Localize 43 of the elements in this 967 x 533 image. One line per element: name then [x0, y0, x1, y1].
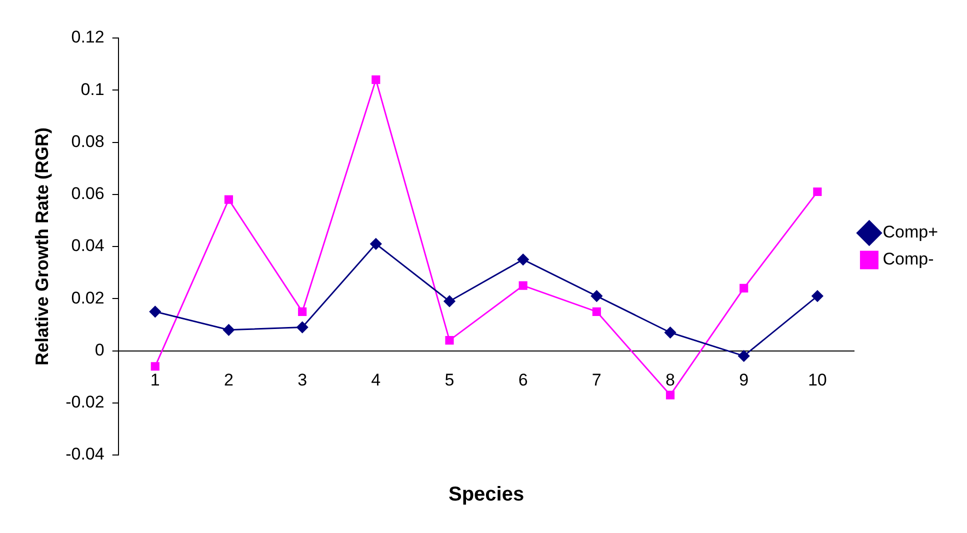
y-tick-label: -0.04	[66, 444, 104, 464]
x-tick-label: 10	[808, 370, 827, 390]
point	[445, 336, 454, 345]
point	[222, 324, 234, 336]
y-tick-label: 0.06	[71, 184, 104, 204]
y-tick-label: 0.02	[71, 288, 104, 308]
point	[518, 281, 528, 290]
x-tick-label: 6	[518, 370, 528, 390]
x-tick-label: 1	[150, 370, 160, 390]
y-tick-label: 0	[94, 340, 104, 360]
point	[149, 306, 161, 318]
point	[298, 307, 307, 316]
x-tick-label: 2	[224, 370, 234, 390]
x-tick-label: 4	[371, 370, 381, 390]
point	[150, 362, 160, 371]
y-tick-label: 0.04	[71, 236, 104, 256]
point	[666, 390, 675, 400]
y-axis-title: Relative Growth Rate (RGR)	[32, 127, 52, 366]
point	[738, 350, 750, 362]
y-tick-label: 0.1	[80, 80, 104, 99]
point	[372, 75, 380, 84]
x-tick-label: 9	[739, 370, 749, 390]
x-tick-label: 5	[444, 370, 454, 390]
x-axis-title: Species	[448, 484, 524, 506]
legend-label: Comp+	[882, 222, 938, 242]
x-tick-label: 3	[298, 370, 308, 390]
point	[517, 254, 529, 266]
point	[444, 295, 456, 307]
legend-label: Comp-	[882, 250, 934, 269]
point	[740, 284, 748, 292]
point	[813, 187, 822, 196]
x-tick-label: 7	[592, 370, 602, 390]
y-tick-label: 0.12	[71, 28, 104, 47]
point	[664, 326, 676, 338]
point	[224, 195, 234, 204]
point	[812, 290, 824, 302]
point	[370, 238, 382, 250]
point	[590, 290, 602, 302]
y-tick-label: -0.02	[66, 392, 104, 412]
point	[296, 322, 308, 334]
x-tick-label: 8	[666, 370, 675, 390]
y-tick-label: 0.08	[71, 132, 104, 151]
point	[592, 307, 601, 316]
